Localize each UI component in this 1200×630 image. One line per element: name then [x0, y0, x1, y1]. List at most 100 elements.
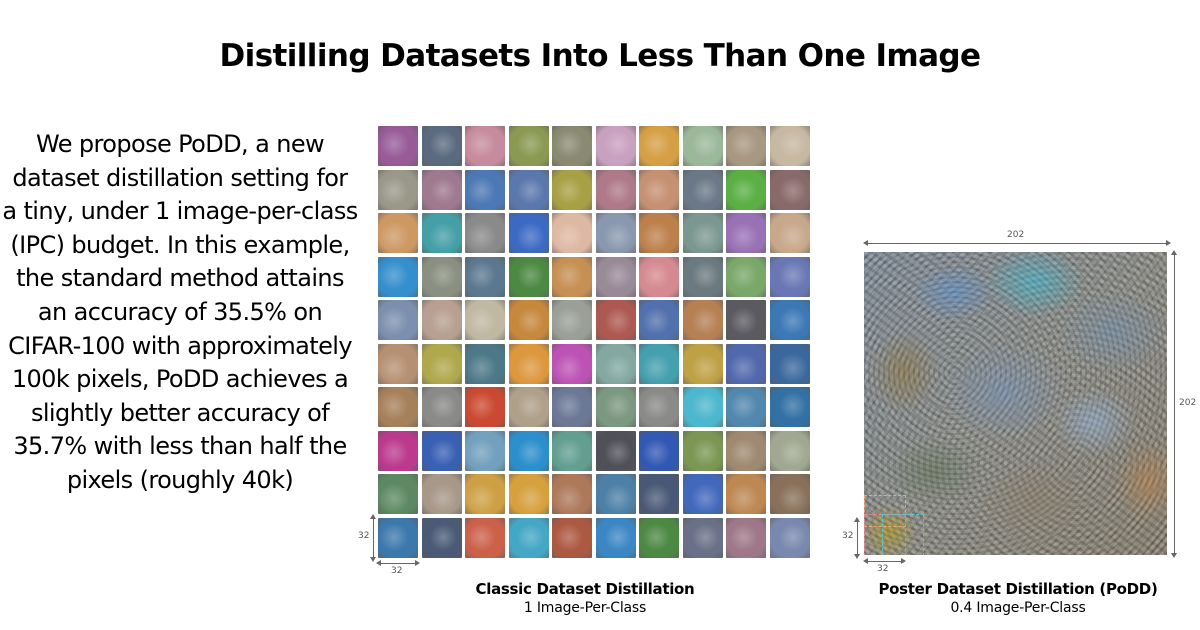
classic-caption: Classic Dataset Distillation 1 Image-Per… [430, 580, 740, 616]
distilled-class-image [552, 169, 593, 210]
distilled-class-image [378, 213, 419, 254]
classic-tile-width-label: 32 [391, 566, 403, 576]
classic-tile-height-label: 32 [358, 531, 370, 541]
distilled-class-image [465, 126, 506, 167]
distilled-class-image [508, 430, 549, 471]
distilled-class-image [726, 517, 767, 558]
poster-width-arrow [863, 240, 1171, 246]
classic-width-arrow [376, 560, 420, 566]
distilled-class-image [726, 256, 767, 297]
distilled-class-image [378, 343, 419, 384]
distilled-class-image [552, 126, 593, 167]
distilled-class-image [595, 300, 636, 341]
distilled-class-image [595, 474, 636, 515]
distilled-class-image [769, 213, 810, 254]
distilled-class-image [769, 430, 810, 471]
distilled-class-image [769, 126, 810, 167]
distilled-class-image [726, 169, 767, 210]
distilled-class-image [378, 474, 419, 515]
distilled-class-image [769, 387, 810, 428]
description-paragraph: We propose PoDD, a new dataset distillat… [2, 130, 358, 494]
distilled-class-image [682, 126, 723, 167]
distilled-class-image [552, 213, 593, 254]
classic-height-arrow [370, 514, 376, 562]
distilled-class-image [639, 430, 680, 471]
distilled-class-image [465, 430, 506, 471]
distilled-class-image [639, 300, 680, 341]
distilled-class-image [769, 169, 810, 210]
distilled-class-image [639, 213, 680, 254]
distilled-class-image [421, 213, 462, 254]
distilled-class-image [552, 343, 593, 384]
distilled-class-image [769, 474, 810, 515]
distilled-class-image [726, 300, 767, 341]
distilled-class-image [595, 126, 636, 167]
distilled-class-image [769, 256, 810, 297]
poster-patch-width-arrow [863, 558, 906, 564]
distilled-class-image [595, 213, 636, 254]
distilled-class-image [465, 256, 506, 297]
poster-patch-height-arrow [854, 517, 860, 559]
distilled-class-image [682, 387, 723, 428]
distilled-class-image [682, 430, 723, 471]
distilled-class-image [639, 126, 680, 167]
distilled-class-image [595, 256, 636, 297]
distilled-class-image [378, 517, 419, 558]
distilled-class-image [465, 169, 506, 210]
distilled-class-image [639, 517, 680, 558]
distilled-class-image [595, 169, 636, 210]
distilled-class-image [769, 343, 810, 384]
distilled-class-image [421, 169, 462, 210]
distilled-class-image [421, 517, 462, 558]
distilled-class-image [378, 430, 419, 471]
poster-patch-height-label: 32 [842, 531, 854, 541]
classic-distillation-grid [378, 126, 810, 558]
distilled-class-image [465, 517, 506, 558]
distilled-class-image [639, 387, 680, 428]
poster-patch-window-orange [864, 495, 906, 527]
distilled-class-image [595, 343, 636, 384]
poster-width-label: 202 [1007, 230, 1025, 240]
distilled-class-image [508, 343, 549, 384]
distilled-class-image [465, 387, 506, 428]
distilled-class-image [726, 213, 767, 254]
distilled-class-image [508, 300, 549, 341]
distilled-class-image [769, 517, 810, 558]
distilled-class-image [595, 387, 636, 428]
distilled-class-image [552, 430, 593, 471]
distilled-class-image [726, 474, 767, 515]
distilled-class-image [508, 213, 549, 254]
distilled-class-image [421, 300, 462, 341]
distilled-class-image [465, 213, 506, 254]
distilled-class-image [682, 169, 723, 210]
distilled-class-image [552, 474, 593, 515]
poster-height-arrow [1171, 250, 1177, 558]
poster-patch-window-cyan [882, 514, 924, 555]
distilled-class-image [682, 474, 723, 515]
distilled-class-image [552, 256, 593, 297]
distilled-class-image [378, 300, 419, 341]
distilled-class-image [726, 430, 767, 471]
distilled-class-image [552, 517, 593, 558]
distilled-class-image [552, 300, 593, 341]
distilled-class-image [682, 517, 723, 558]
distilled-class-image [378, 169, 419, 210]
distilled-class-image [639, 169, 680, 210]
distilled-class-image [639, 343, 680, 384]
distilled-class-image [421, 343, 462, 384]
distilled-class-image [508, 517, 549, 558]
distilled-class-image [421, 474, 462, 515]
distilled-class-image [726, 343, 767, 384]
poster-patch-width-label: 32 [877, 564, 889, 574]
poster-image [864, 252, 1167, 555]
distilled-class-image [769, 300, 810, 341]
distilled-class-image [726, 126, 767, 167]
distilled-class-image [682, 343, 723, 384]
distilled-class-image [378, 387, 419, 428]
page-title: Distilling Datasets Into Less Than One I… [219, 38, 982, 74]
distilled-class-image [639, 474, 680, 515]
poster-texture [864, 252, 1167, 555]
distilled-class-image [421, 256, 462, 297]
poster-caption-sub: 0.4 Image-Per-Class [950, 600, 1086, 616]
distilled-class-image [639, 256, 680, 297]
